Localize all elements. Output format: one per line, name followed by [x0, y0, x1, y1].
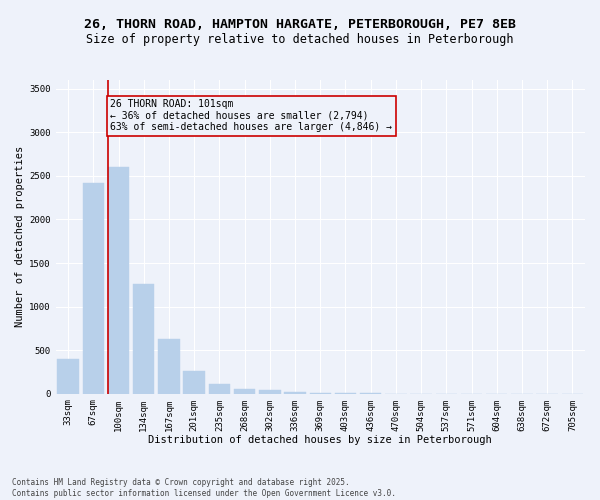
Y-axis label: Number of detached properties: Number of detached properties — [15, 146, 25, 328]
Bar — [259, 390, 281, 394]
Text: 26, THORN ROAD, HAMPTON HARGATE, PETERBOROUGH, PE7 8EB: 26, THORN ROAD, HAMPTON HARGATE, PETERBO… — [84, 18, 516, 30]
Bar — [234, 389, 256, 394]
Text: 26 THORN ROAD: 101sqm
← 36% of detached houses are smaller (2,794)
63% of semi-d: 26 THORN ROAD: 101sqm ← 36% of detached … — [110, 99, 392, 132]
Bar — [310, 393, 331, 394]
Bar — [83, 183, 104, 394]
Bar — [209, 384, 230, 394]
Text: Contains HM Land Registry data © Crown copyright and database right 2025.
Contai: Contains HM Land Registry data © Crown c… — [12, 478, 396, 498]
Bar — [133, 284, 154, 394]
Bar — [284, 392, 306, 394]
Text: Size of property relative to detached houses in Peterborough: Size of property relative to detached ho… — [86, 32, 514, 46]
X-axis label: Distribution of detached houses by size in Peterborough: Distribution of detached houses by size … — [148, 435, 492, 445]
Bar — [108, 167, 129, 394]
Bar — [158, 339, 180, 394]
Bar — [58, 359, 79, 394]
Bar — [184, 371, 205, 394]
